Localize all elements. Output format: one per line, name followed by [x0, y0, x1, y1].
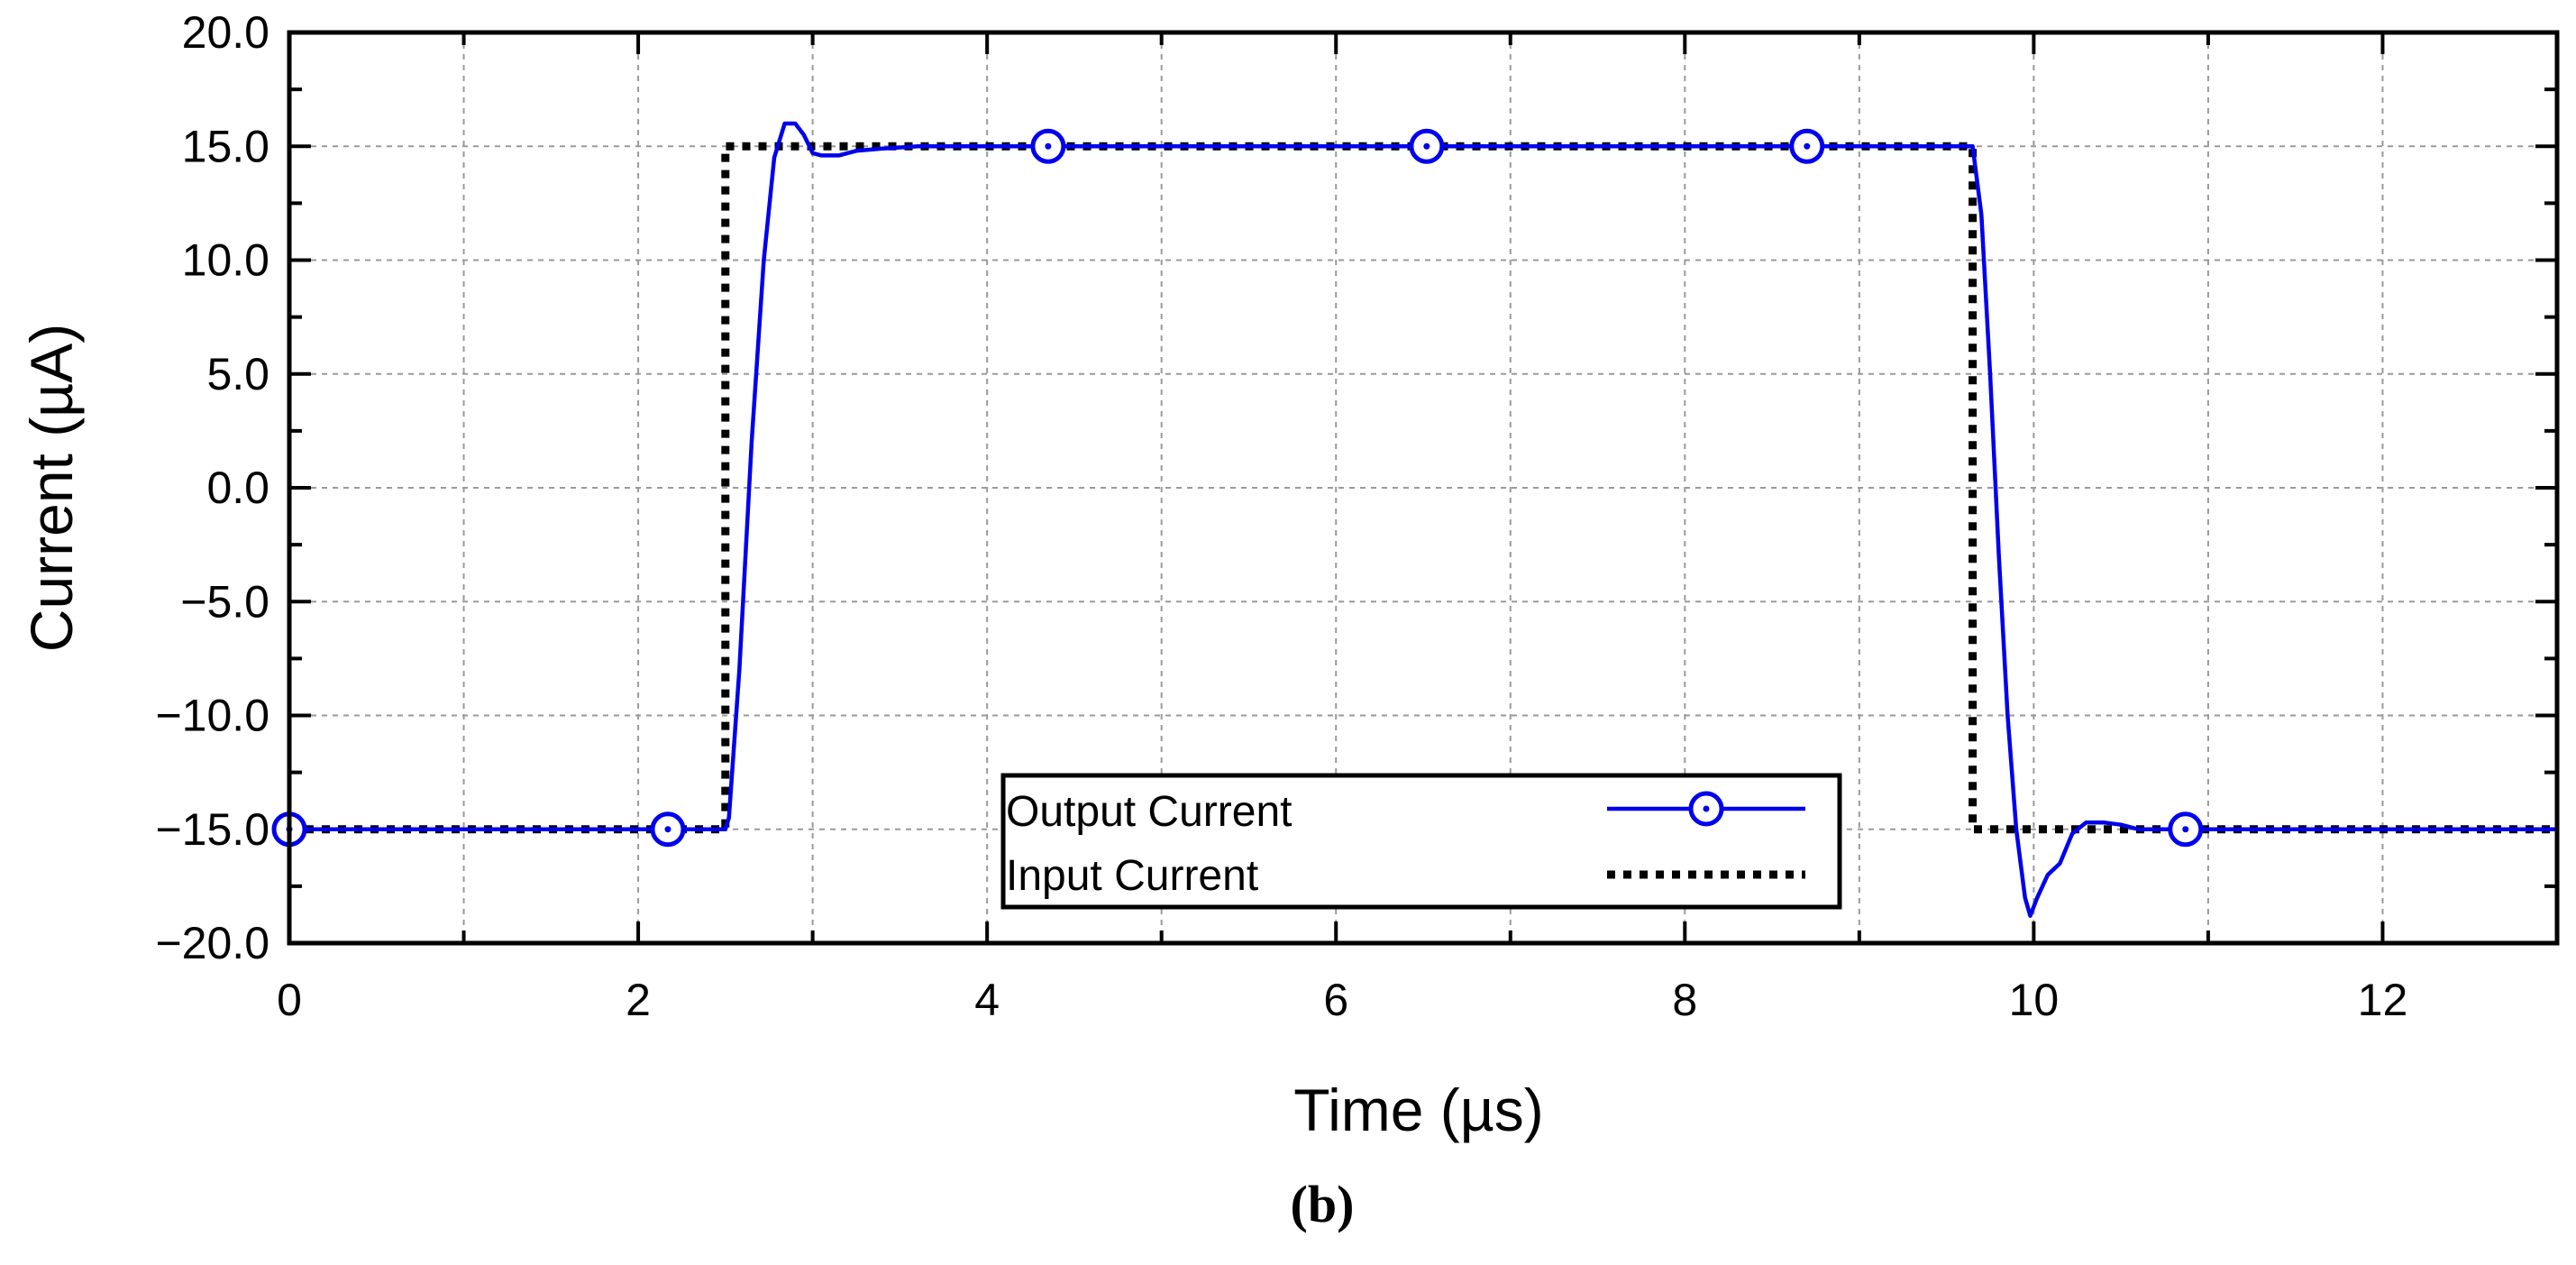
output-current-marker-dot — [1423, 142, 1430, 150]
grid — [289, 32, 2557, 943]
legend-label-output-current: Output Current — [1006, 788, 1292, 836]
y-tick-label: 15.0 — [182, 121, 269, 171]
legend-label-input-current: Input Current — [1006, 852, 1258, 900]
tick-labels: 0 2 4 6 8 10 12 20.0 15.0 10.0 5.0 0.0 −5.0 −10.0 −15.… — [155, 7, 2407, 1025]
y-axis-title: Current (µA) — [18, 324, 85, 652]
output-current-marker-dot — [664, 826, 671, 833]
y-tick-label: −5.0 — [180, 576, 269, 627]
x-tick-label: 10 — [2009, 975, 2060, 1025]
series-layer — [271, 121, 2557, 918]
x-tick-label: 12 — [2358, 975, 2408, 1025]
series-output-current — [289, 121, 2557, 918]
y-tick-label: 0.0 — [206, 463, 269, 513]
y-tick-label: −20.0 — [155, 918, 269, 968]
plot-frame — [287, 30, 2560, 946]
y-tick-label: 10.0 — [182, 235, 269, 286]
y-tick-label: 5.0 — [206, 349, 269, 399]
x-tick-label: 2 — [626, 975, 651, 1025]
x-tick-label: 0 — [277, 975, 302, 1025]
output-current-marker-dot — [2182, 826, 2189, 833]
y-tick-label: −15.0 — [155, 804, 269, 855]
legend: Output Current Input Current — [1000, 773, 1842, 910]
y-tick-label: −10.0 — [155, 691, 269, 741]
figure-caption: (b) — [1291, 1175, 1355, 1233]
y-tick-label: 20.0 — [182, 7, 269, 58]
x-tick-label: 4 — [974, 975, 1000, 1025]
legend-marker-dot — [1703, 805, 1710, 812]
x-axis-title: Time (µs) — [1293, 1077, 1544, 1143]
x-tick-label: 8 — [1672, 975, 1697, 1025]
output-current-marker-dot — [1045, 142, 1052, 150]
x-tick-label: 6 — [1323, 975, 1348, 1025]
output-current-marker-dot — [1804, 142, 1811, 150]
